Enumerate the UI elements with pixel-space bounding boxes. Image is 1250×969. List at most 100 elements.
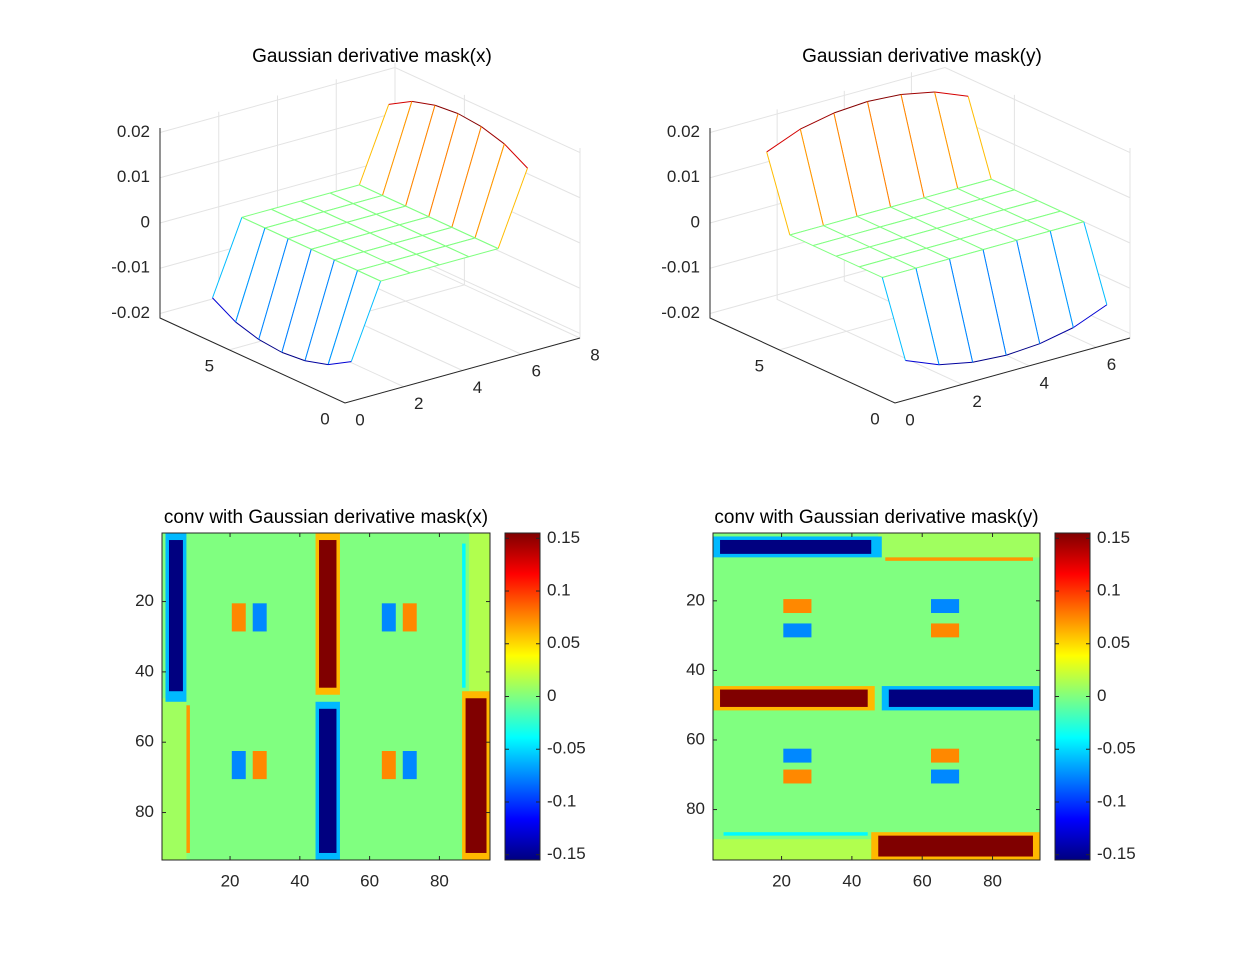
colorbar-tick-label: -0.15 [1097, 844, 1136, 863]
mesh-face [892, 248, 950, 269]
mesh-edge [352, 203, 377, 215]
image-cell [252, 751, 267, 780]
mesh-edge [369, 224, 400, 234]
colorbar-tick-label: -0.15 [547, 844, 586, 863]
mesh-edge [833, 112, 858, 217]
mesh-edge [235, 321, 260, 340]
mesh-edge [422, 226, 453, 236]
image-cell [888, 689, 1033, 707]
mesh-edge [1005, 343, 1040, 356]
image-cell [783, 623, 812, 638]
mesh-edge [294, 211, 324, 221]
x-tick-label: 20 [221, 871, 240, 890]
mesh-edge [474, 143, 505, 239]
mesh-edge [900, 91, 935, 95]
mesh-edge [327, 270, 358, 365]
colorbar-tick-label: 0.1 [1097, 581, 1121, 600]
axes-box [161, 532, 491, 861]
y-tick-label: 60 [686, 729, 705, 748]
mesh-edge [281, 249, 312, 353]
mesh-edge [1073, 304, 1108, 329]
mesh-edge [357, 270, 381, 282]
y-tick-label: 40 [686, 660, 705, 679]
chart-title: conv with Gaussian derivative mask(y) [714, 507, 1038, 528]
mesh-face [1027, 211, 1084, 232]
mesh-edge [823, 225, 847, 237]
mesh-edge [329, 192, 354, 205]
mesh-edge [334, 251, 364, 261]
x-tick-label: 80 [983, 871, 1002, 890]
mesh-edge [445, 237, 476, 247]
mesh-edge [304, 259, 335, 361]
mesh-face [913, 208, 971, 229]
mesh-edge [350, 280, 382, 362]
z-tick-label: 0.02 [667, 122, 700, 141]
mesh-edge [905, 359, 940, 366]
mesh-edge [938, 361, 973, 366]
mesh-face [823, 216, 881, 237]
mesh-edge [311, 240, 341, 250]
mesh-edge [294, 219, 318, 231]
mesh-edge [311, 248, 335, 261]
grid-line [709, 66, 1131, 153]
mesh-face [305, 259, 358, 365]
mesh-face [359, 101, 412, 196]
mesh-edge [947, 207, 971, 220]
mesh-face [451, 126, 505, 238]
mesh-edge [766, 128, 801, 153]
mesh-edge [504, 143, 528, 169]
mesh-edge [346, 221, 371, 234]
mesh-edge [879, 217, 914, 228]
mesh-edge [405, 205, 429, 218]
mesh-face [869, 237, 927, 258]
x-tick-label: 2 [414, 394, 423, 413]
mesh-edge [890, 206, 914, 219]
mesh-edge [323, 203, 354, 213]
mesh-edge [957, 188, 982, 200]
x-tick-label: 60 [360, 871, 379, 890]
y-tick-label: 20 [135, 591, 154, 610]
mesh-edge [328, 361, 352, 366]
mesh-edge [480, 126, 505, 145]
image-cell [720, 539, 872, 554]
mesh-face [856, 207, 914, 228]
mesh-edge [959, 229, 994, 240]
mesh-edge [358, 104, 390, 186]
mesh-edge [993, 229, 1017, 241]
chart-title: conv with Gaussian derivative mask(x) [164, 507, 488, 528]
y-tick-label: 80 [135, 802, 154, 821]
mesh-edge [867, 93, 902, 102]
mesh-edge [399, 224, 423, 236]
mesh-edge [991, 178, 1015, 191]
z-tick-label: -0.01 [661, 258, 700, 277]
mesh-edge [346, 213, 377, 223]
image-cell [231, 603, 246, 632]
mesh-face [833, 101, 891, 217]
image-cell [878, 835, 1033, 857]
mesh-edge [329, 184, 360, 194]
x-tick-label: 6 [532, 362, 541, 381]
image-cell [162, 698, 187, 860]
colorbar-tick-label: 0.15 [1097, 528, 1130, 547]
mesh-face [1050, 221, 1107, 328]
x-tick-label: 4 [1040, 373, 1049, 392]
mesh-edge [959, 238, 984, 251]
image-cell [465, 698, 487, 853]
mesh-edge [980, 189, 1015, 200]
mesh-face [949, 249, 1007, 363]
mesh-edge [241, 208, 272, 218]
mesh-edge [363, 251, 388, 263]
mesh-edge [934, 91, 969, 97]
mesh-edge [323, 211, 348, 223]
image-cell [783, 769, 812, 784]
colorbar [504, 532, 541, 861]
mesh-edge [1014, 189, 1038, 201]
y-tick-label: 5 [755, 356, 764, 375]
mesh-edge [1026, 219, 1051, 232]
mesh-edge [258, 339, 283, 353]
mesh-edge [434, 104, 459, 115]
mesh-edge [948, 258, 974, 363]
mesh-edge [376, 205, 406, 215]
mesh-edge [399, 216, 429, 226]
mesh-edge [858, 266, 883, 278]
